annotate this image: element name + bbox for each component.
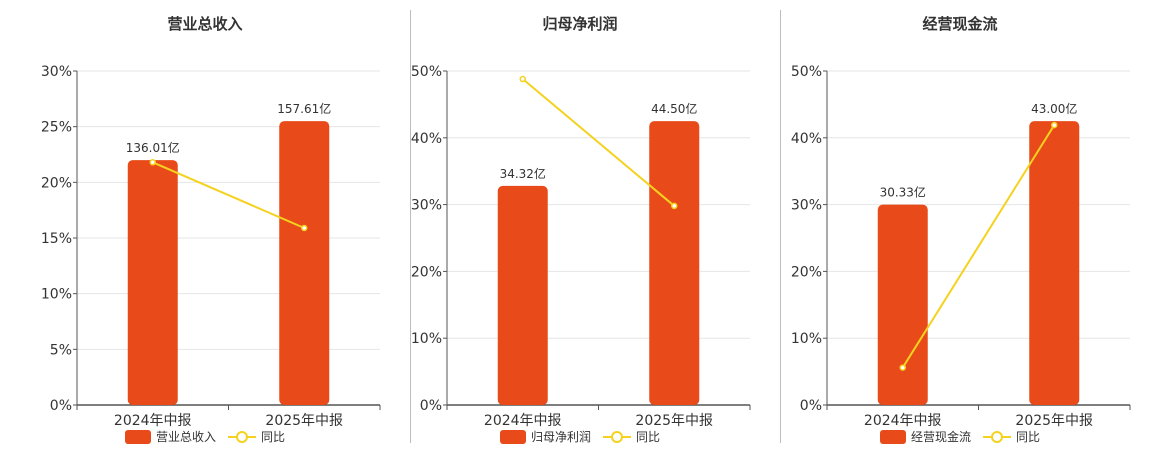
legend-item-bar[interactable]: 归母净利润	[499, 428, 591, 445]
y-tick-label: 50%	[411, 64, 442, 80]
y-tick-label: 50%	[791, 64, 822, 80]
x-tick-label: 2024年中报	[114, 413, 192, 429]
bar-value-label: 34.32亿	[500, 166, 546, 181]
y-tick-label: 30%	[411, 198, 442, 214]
chart-svg-cash-flow: 0% 10% 20% 30% 40% 50% 2024年中报 2025年中报 30.33亿 43.…	[791, 64, 1131, 429]
legend-line-swatch	[983, 430, 1011, 444]
y-tick-label: 20%	[411, 264, 442, 280]
yoy-line	[522, 78, 675, 207]
legend-yoy-label: 同比	[1016, 430, 1041, 444]
bar	[1029, 121, 1080, 405]
bar-value-label: 157.61亿	[277, 101, 331, 116]
yoy-point	[301, 224, 308, 232]
y-tick-label: 10%	[41, 287, 72, 303]
legend-line-swatch	[228, 430, 256, 444]
yoy-line	[152, 161, 305, 229]
y-tick-label: 0%	[800, 398, 822, 414]
x-tick-label: 2024年中报	[484, 413, 562, 429]
legend-item-yoy[interactable]: 同比	[983, 428, 1040, 445]
y-tick-label: 10%	[411, 331, 442, 347]
chart-panel-revenue: 营业总收入 0% 5% 10% 15% 20% 25% 30% 2024年中报 2025年中报 1…	[0, 0, 410, 450]
chart-legend: 经营现金流 同比	[760, 428, 1160, 445]
panel-divider	[410, 10, 411, 443]
bar-value-label: 136.01亿	[126, 140, 180, 155]
chart-title: 营业总收入	[167, 15, 243, 33]
bar	[649, 121, 700, 405]
y-tick-label: 40%	[411, 131, 442, 147]
legend-item-yoy[interactable]: 同比	[603, 428, 660, 445]
y-tick-label: 20%	[791, 264, 822, 280]
y-tick-label: 40%	[791, 131, 822, 147]
yoy-line	[901, 124, 1056, 369]
bar-value-label: 43.00亿	[1031, 101, 1077, 116]
bar	[877, 204, 928, 405]
chart-svg-revenue: 0% 5% 10% 15% 20% 25% 30% 2024年中报 2025年中报 136.01亿…	[41, 64, 381, 429]
chart-title: 经营现金流	[922, 15, 998, 33]
chart-title: 归母净利润	[542, 15, 618, 33]
legend-yoy-label: 同比	[261, 430, 286, 444]
bar	[497, 185, 548, 405]
y-tick-label: 20%	[41, 175, 72, 191]
y-tick-label: 0%	[420, 398, 442, 414]
y-tick-label: 30%	[791, 198, 822, 214]
x-tick-label: 2024年中报	[864, 413, 942, 429]
legend-bar-swatch	[879, 429, 906, 444]
bar-value-label: 30.33亿	[880, 185, 926, 200]
y-tick-label: 0%	[50, 398, 72, 414]
panel-divider	[780, 10, 781, 443]
chart-svg-net-profit: 0% 10% 20% 30% 40% 50% 2024年中报 2025年中报 34.32亿 44.…	[411, 64, 751, 429]
bar	[279, 121, 330, 405]
legend-bar-swatch	[499, 429, 526, 444]
chart-legend: 归母净利润 同比	[380, 428, 780, 445]
legend-item-bar[interactable]: 经营现金流	[879, 428, 971, 445]
y-tick-label: 10%	[791, 331, 822, 347]
y-tick-label: 15%	[41, 231, 72, 247]
bar-value-label: 44.50亿	[651, 101, 697, 116]
legend-item-bar[interactable]: 营业总收入	[124, 428, 216, 445]
yoy-point	[149, 159, 156, 166]
y-tick-label: 30%	[41, 64, 72, 80]
legend-yoy-label: 同比	[636, 430, 661, 444]
legend-bar-swatch	[124, 429, 151, 444]
legend-bar-label: 营业总收入	[155, 430, 216, 444]
yoy-point	[519, 75, 526, 83]
yoy-point	[899, 364, 906, 371]
y-tick-label: 25%	[41, 120, 72, 136]
yoy-point	[1051, 121, 1058, 129]
legend-bar-label: 经营现金流	[910, 430, 971, 444]
legend-bar-label: 归母净利润	[530, 430, 591, 444]
yoy-point	[671, 202, 678, 210]
chart-legend: 营业总收入 同比	[0, 428, 410, 445]
bar	[127, 160, 178, 405]
y-tick-label: 5%	[50, 342, 72, 358]
legend-line-swatch	[603, 430, 631, 444]
x-tick-label: 2025年中报	[265, 413, 343, 429]
chart-panel-cash-flow: 经营现金流 0% 10% 20% 30% 40% 50% 2024年中报 2025年中报 30.…	[760, 0, 1160, 450]
legend-item-yoy[interactable]: 同比	[228, 428, 285, 445]
chart-panel-net-profit: 归母净利润 0% 10% 20% 30% 40% 50% 2024年中报 2025年中报 34.…	[380, 0, 780, 450]
x-tick-label: 2025年中报	[635, 413, 713, 429]
x-tick-label: 2025年中报	[1015, 413, 1093, 429]
